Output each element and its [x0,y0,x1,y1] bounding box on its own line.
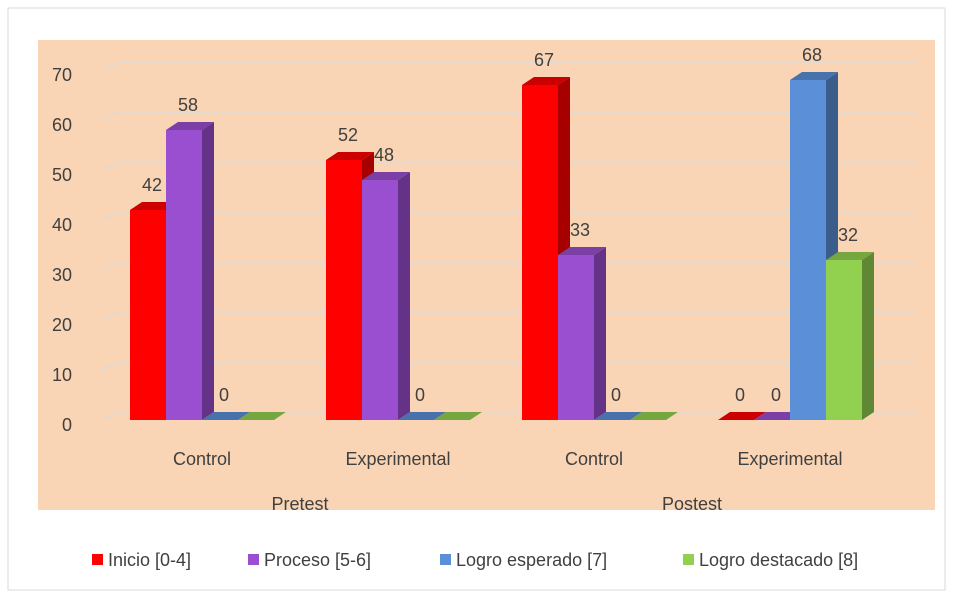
legend-label: Inicio [0-4] [108,550,191,570]
bar [558,255,594,420]
bar-side [594,247,606,420]
y-tick-label: 30 [52,265,72,285]
legend-swatch [440,554,451,565]
grid-line-side [99,61,121,71]
bar-top [594,412,642,420]
x-tick-label: Control [173,449,231,469]
group-label: Pretest [271,494,328,514]
data-label: 42 [142,175,162,195]
y-tick-label: 10 [52,365,72,385]
grid-line-side [99,411,121,421]
bar [522,85,558,420]
y-tick-label: 20 [52,315,72,335]
legend-swatch [683,554,694,565]
bar-side [398,172,410,420]
bar [362,180,398,420]
bar-top [522,77,570,85]
grid-line-side [99,111,121,121]
data-label: 0 [735,385,745,405]
bar-top [718,412,766,420]
grid-line-side [99,211,121,221]
bar-top [558,247,606,255]
legend-label: Proceso [5-6] [264,550,371,570]
x-tick-label: Experimental [345,449,450,469]
data-label: 0 [611,385,621,405]
bar-top [202,412,250,420]
grid-line-side [99,261,121,271]
bar [326,160,362,420]
data-label: 0 [415,385,425,405]
x-tick-label: Experimental [737,449,842,469]
bar-top [166,122,214,130]
bar-top [398,412,446,420]
bar-side [862,252,874,420]
bar-top [326,152,374,160]
data-label: 0 [771,385,781,405]
bar [790,80,826,420]
bar-top [826,252,874,260]
bar-top [434,412,482,420]
legend-label: Logro esperado [7] [456,550,607,570]
bar-top [790,72,838,80]
y-tick-label: 40 [52,215,72,235]
bar-top [630,412,678,420]
legend-swatch [248,554,259,565]
y-tick-label: 70 [52,65,72,85]
bar [166,130,202,420]
data-label: 33 [570,220,590,240]
grid-line-side [99,361,121,371]
bar [826,260,862,420]
grid-line-side [99,311,121,321]
legend-label: Logro destacado [8] [699,550,858,570]
bar-side [202,122,214,420]
y-tick-label: 0 [62,415,72,435]
y-tick-label: 50 [52,165,72,185]
legend-swatch [92,554,103,565]
grid-line-side [99,161,121,171]
group-label: Postest [662,494,722,514]
bar-top [362,172,410,180]
data-label: 68 [802,45,822,65]
y-tick-label: 60 [52,115,72,135]
data-label: 58 [178,95,198,115]
bar [130,210,166,420]
data-label: 0 [219,385,229,405]
bar-top [238,412,286,420]
data-label: 48 [374,145,394,165]
data-label: 32 [838,225,858,245]
data-label: 52 [338,125,358,145]
data-label: 67 [534,50,554,70]
x-tick-label: Control [565,449,623,469]
